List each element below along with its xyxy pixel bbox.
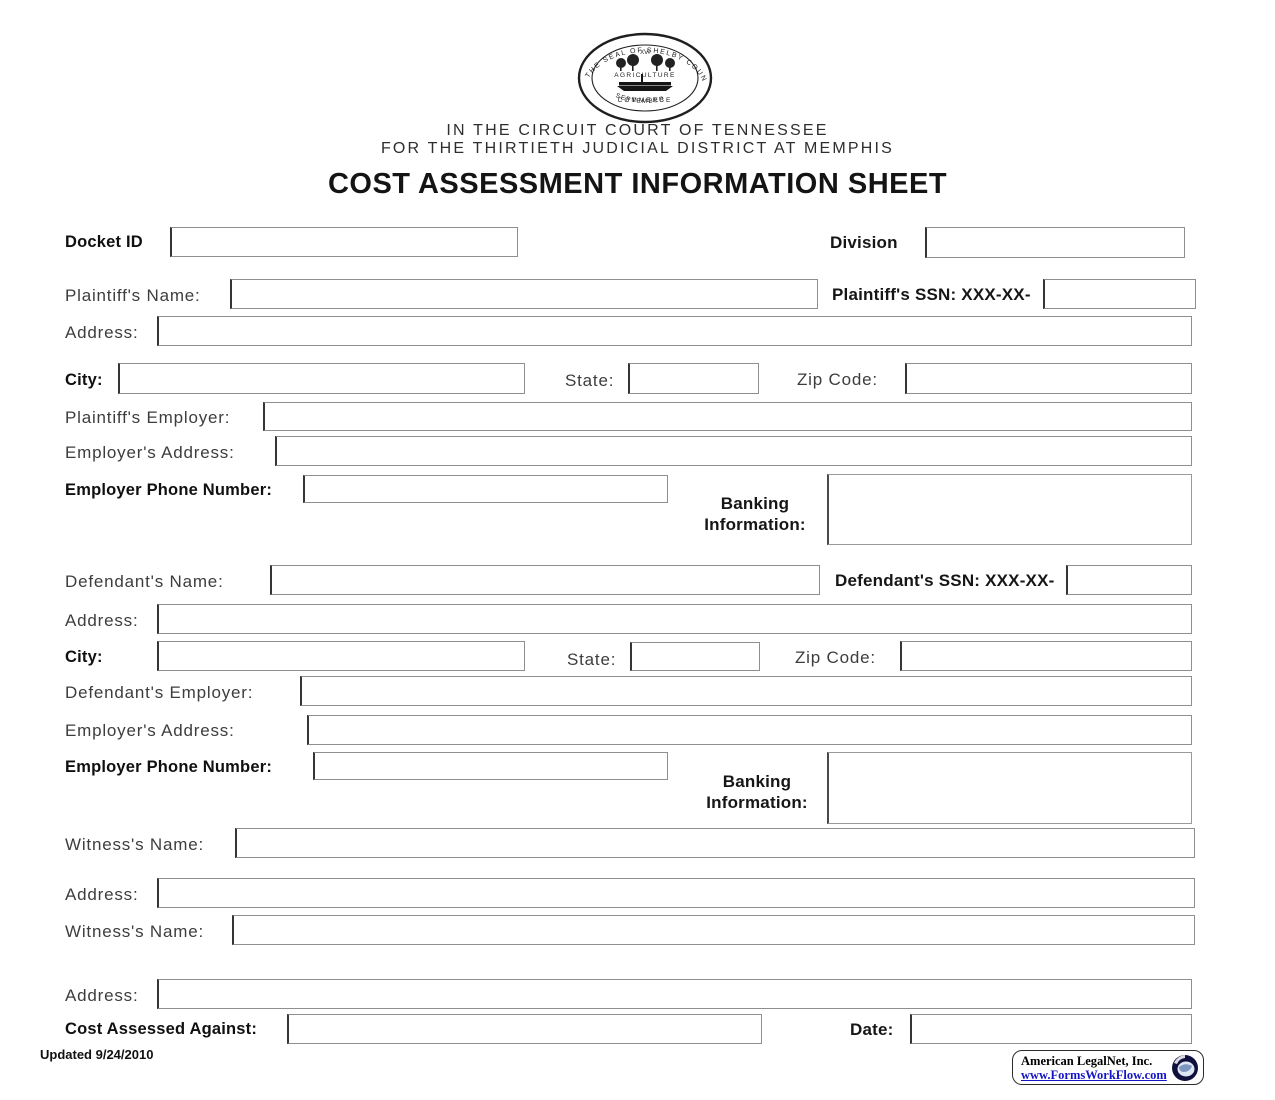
defendant-banking-label-line2: Information: — [706, 793, 808, 812]
court-name-line1: IN THE CIRCUIT COURT OF TENNESSEE — [446, 122, 829, 139]
defendant-banking-label: Banking Information: — [692, 771, 822, 813]
division-input[interactable] — [925, 227, 1185, 258]
plaintiff-employer-address-label: Employer's Address: — [65, 443, 235, 462]
defendant-ssn-input[interactable] — [1066, 565, 1192, 595]
cost-assessed-input[interactable] — [287, 1014, 762, 1044]
plaintiff-ssn-input[interactable] — [1043, 279, 1196, 309]
witness1-address-input[interactable] — [157, 878, 1195, 908]
formsworkflow-link[interactable]: www.FormsWorkFlow.com — [1021, 1067, 1167, 1082]
cost-assessed-label: Cost Assessed Against: — [65, 1020, 258, 1038]
plaintiff-address-label: Address: — [65, 323, 139, 342]
plaintiff-employer-label: Plaintiff's Employer: — [65, 408, 231, 427]
witness1-name-input[interactable] — [235, 828, 1195, 858]
date-label: Date: — [850, 1020, 894, 1039]
plaintiff-banking-textarea[interactable] — [827, 474, 1192, 545]
defendant-ssn-label: Defendant's SSN: XXX-XX- — [835, 571, 1055, 590]
seal-commerce-text: COMMERCE — [618, 97, 673, 104]
defendant-employer-phone-label: Employer Phone Number: — [65, 758, 273, 776]
plaintiff-city-label: City: — [65, 371, 103, 389]
defendant-employer-phone-input[interactable] — [313, 752, 668, 780]
defendant-employer-input[interactable] — [300, 676, 1192, 706]
defendant-employer-address-label: Employer's Address: — [65, 721, 235, 740]
plaintiff-banking-label: Banking Information: — [690, 493, 820, 535]
plaintiff-name-label: Plaintiff's Name: — [65, 286, 201, 305]
plaintiff-banking-label-line2: Information: — [704, 515, 806, 534]
plaintiff-state-input[interactable] — [628, 363, 759, 394]
defendant-state-input[interactable] — [630, 642, 760, 671]
defendant-zip-input[interactable] — [900, 641, 1192, 671]
page-title: COST ASSESSMENT INFORMATION SHEET — [327, 168, 948, 200]
seal-agriculture-text: AGRICULTURE — [614, 72, 676, 79]
plaintiff-employer-address-input[interactable] — [275, 436, 1192, 466]
plaintiff-city-input[interactable] — [118, 363, 525, 394]
defendant-zip-label: Zip Code: — [795, 648, 876, 667]
legalnet-company-text: American LegalNet, Inc. — [1021, 1053, 1153, 1068]
plaintiff-employer-phone-label: Employer Phone Number: — [65, 481, 273, 499]
plaintiff-zip-label: Zip Code: — [797, 370, 878, 389]
defendant-address-input[interactable] — [157, 604, 1192, 634]
docket-id-label: Docket ID — [65, 233, 143, 251]
defendant-state-label: State: — [567, 650, 617, 669]
division-label: Division — [830, 233, 898, 252]
plaintiff-name-input[interactable] — [230, 279, 818, 309]
plaintiff-banking-label-line1: Banking — [720, 494, 790, 513]
date-input[interactable] — [910, 1014, 1192, 1044]
plaintiff-employer-input[interactable] — [263, 402, 1192, 431]
defendant-city-label: City: — [65, 648, 103, 666]
witness1-name-label: Witness's Name: — [65, 835, 204, 854]
defendant-banking-textarea[interactable] — [827, 752, 1192, 824]
defendant-employer-label: Defendant's Employer: — [65, 683, 254, 702]
updated-date-text: Updated 9/24/2010 — [40, 1047, 154, 1062]
plaintiff-employer-phone-input[interactable] — [303, 475, 668, 503]
defendant-address-label: Address: — [65, 611, 139, 630]
witness2-address-label: Address: — [65, 986, 139, 1005]
defendant-employer-address-input[interactable] — [307, 715, 1192, 745]
defendant-name-label: Defendant's Name: — [65, 572, 224, 591]
seal-numeral: XVI — [640, 50, 650, 56]
plaintiff-address-input[interactable] — [157, 316, 1192, 346]
witness2-name-label: Witness's Name: — [65, 922, 204, 941]
plaintiff-ssn-label: Plaintiff's SSN: XXX-XX- — [832, 285, 1031, 304]
defendant-name-input[interactable] — [270, 565, 820, 595]
shelby-county-seal-icon: THE SEAL OF SHELBY COUNTY TENN SEPTEMBER… — [575, 32, 713, 124]
american-legalnet-badge: American LegalNet, Inc. www.FormsWorkFlo… — [1012, 1050, 1204, 1085]
plaintiff-zip-input[interactable] — [905, 363, 1192, 394]
witness2-address-input[interactable] — [157, 979, 1192, 1009]
defendant-city-input[interactable] — [157, 641, 525, 671]
legalnet-globe-icon — [1171, 1054, 1198, 1081]
court-name-line2: FOR THE THIRTIETH JUDICIAL DISTRICT AT M… — [380, 140, 895, 157]
defendant-banking-label-line1: Banking — [722, 772, 792, 791]
witness2-name-input[interactable] — [232, 915, 1195, 945]
plaintiff-state-label: State: — [565, 371, 615, 390]
witness1-address-label: Address: — [65, 885, 139, 904]
docket-id-input[interactable] — [170, 227, 518, 257]
